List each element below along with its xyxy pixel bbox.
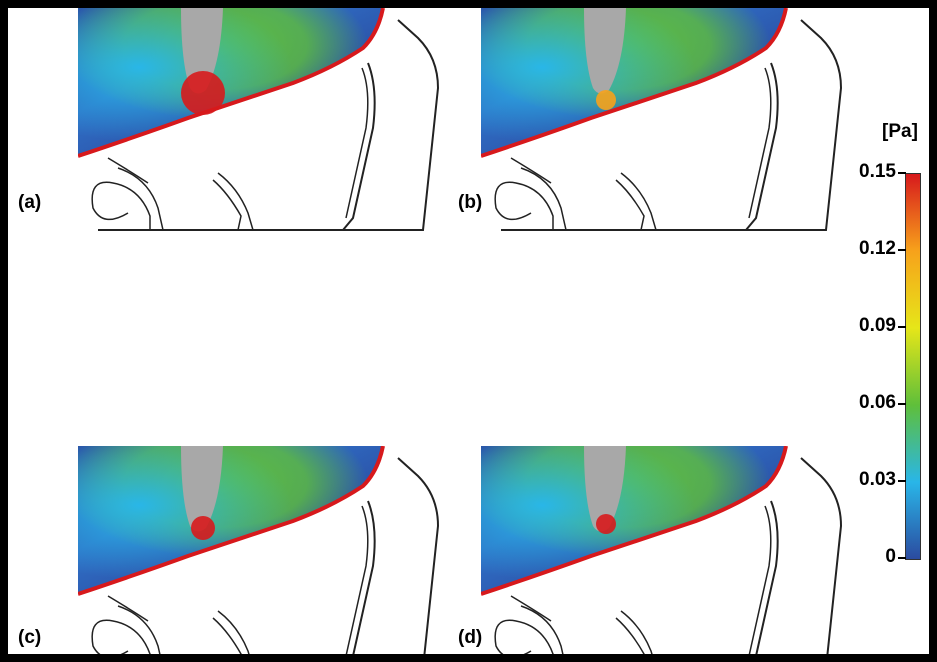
panel-a <box>78 8 478 243</box>
panel-d <box>481 446 881 654</box>
colorbar-tick-label: 0.15 <box>859 161 896 182</box>
needle-tip <box>181 8 223 94</box>
colorbar-tick-label: 0 <box>885 546 896 567</box>
wall-shear-band <box>78 8 385 158</box>
panel-label: (c) <box>18 627 42 648</box>
figure-frame: (a) <box>8 8 929 654</box>
wall-shear-band <box>481 446 788 596</box>
panel-label: (d) <box>458 627 483 648</box>
colorbar-tick-mark <box>898 249 906 251</box>
device-outline <box>800 457 843 654</box>
colorbar-tick-mark <box>898 172 906 174</box>
panel-label: (b) <box>458 192 483 213</box>
flow-field-plot <box>78 8 440 231</box>
panel-c <box>78 446 478 654</box>
colorbar-tick-label: 0.09 <box>859 315 896 336</box>
wall-shear-band <box>78 446 385 596</box>
device-outline <box>98 19 440 231</box>
colorbar-tick-mark <box>898 326 906 328</box>
flow-field-plot <box>481 8 843 231</box>
colorbar-tick-label: 0.06 <box>859 392 896 413</box>
panel-b <box>481 8 881 243</box>
device-outline <box>501 19 843 231</box>
colorbar-tick-mark <box>898 557 906 559</box>
colorbar-unit: [Pa] <box>882 121 918 142</box>
colorbar-tick-label: 0.03 <box>859 469 896 490</box>
wall-shear-band <box>481 8 788 158</box>
flow-field-plot <box>78 446 440 654</box>
needle-tip <box>181 446 223 532</box>
flow-field-plot <box>481 446 843 654</box>
device-outline <box>397 457 440 654</box>
panel-label: (a) <box>18 192 42 213</box>
colorbar <box>905 173 921 560</box>
needle-tip <box>584 8 626 94</box>
colorbar-tick-label: 0.12 <box>859 238 896 259</box>
colorbar-tick-mark <box>898 480 906 482</box>
needle-tip <box>584 446 626 532</box>
colorbar-tick-mark <box>898 403 906 405</box>
